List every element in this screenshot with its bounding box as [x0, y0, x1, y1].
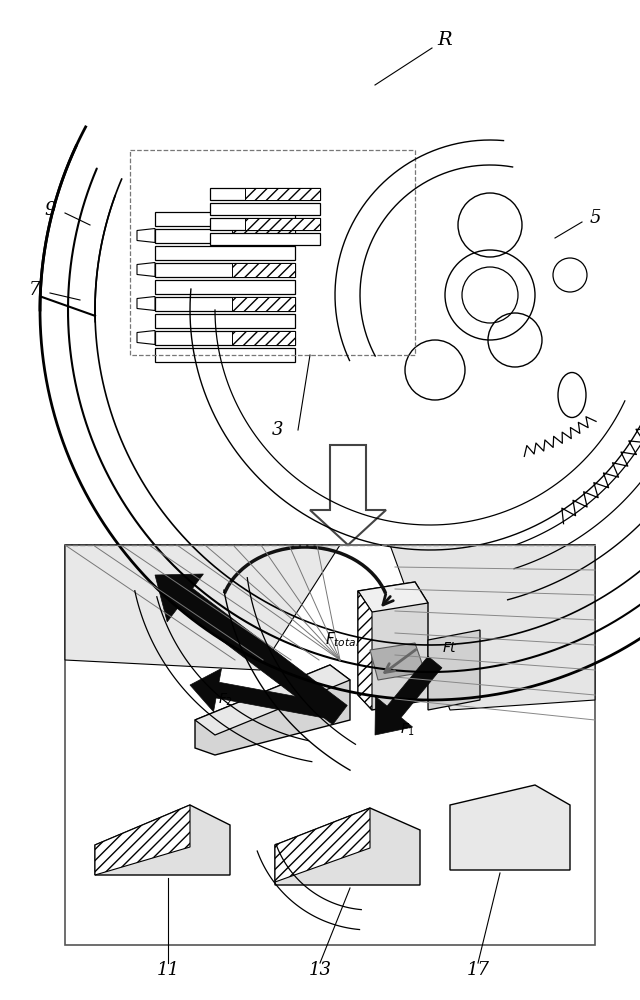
Polygon shape [358, 591, 372, 710]
Polygon shape [450, 785, 570, 870]
Polygon shape [232, 229, 295, 242]
Polygon shape [245, 218, 320, 230]
Polygon shape [232, 330, 295, 344]
Polygon shape [375, 656, 442, 735]
Polygon shape [137, 296, 155, 310]
Polygon shape [155, 262, 295, 276]
Text: 17: 17 [467, 961, 490, 979]
Polygon shape [155, 279, 295, 294]
Text: $F_2$: $F_2$ [218, 692, 233, 708]
Text: $Ft$: $Ft$ [442, 641, 458, 655]
Text: 9: 9 [44, 201, 56, 219]
Polygon shape [155, 229, 295, 242]
Polygon shape [155, 330, 295, 344]
Polygon shape [245, 188, 320, 200]
Polygon shape [95, 805, 190, 875]
Polygon shape [428, 630, 480, 710]
Text: $F_1$: $F_1$ [400, 722, 415, 738]
Polygon shape [275, 808, 420, 885]
Text: $F_{total}$: $F_{total}$ [325, 631, 360, 649]
Polygon shape [65, 545, 340, 670]
Text: 3: 3 [272, 421, 284, 439]
Text: 7: 7 [29, 281, 41, 299]
Polygon shape [137, 330, 155, 344]
Polygon shape [190, 668, 326, 718]
Polygon shape [210, 218, 320, 230]
Polygon shape [210, 233, 320, 245]
Polygon shape [155, 574, 348, 725]
Polygon shape [275, 808, 370, 882]
Polygon shape [155, 245, 295, 259]
Polygon shape [358, 582, 428, 612]
Text: 13: 13 [308, 961, 332, 979]
Polygon shape [195, 665, 350, 735]
Polygon shape [232, 262, 295, 276]
Polygon shape [370, 643, 425, 680]
Polygon shape [155, 348, 295, 361]
Polygon shape [310, 445, 386, 545]
Polygon shape [155, 296, 295, 310]
Polygon shape [232, 296, 295, 310]
Polygon shape [155, 314, 295, 328]
Polygon shape [155, 212, 295, 226]
Polygon shape [137, 262, 155, 276]
Polygon shape [195, 665, 350, 755]
Polygon shape [95, 805, 230, 875]
Polygon shape [210, 203, 320, 215]
Polygon shape [390, 545, 595, 710]
Polygon shape [137, 229, 155, 242]
Polygon shape [358, 582, 428, 710]
Polygon shape [210, 188, 320, 200]
Text: 11: 11 [157, 961, 179, 979]
Text: 5: 5 [589, 209, 601, 227]
Text: R: R [438, 31, 452, 49]
